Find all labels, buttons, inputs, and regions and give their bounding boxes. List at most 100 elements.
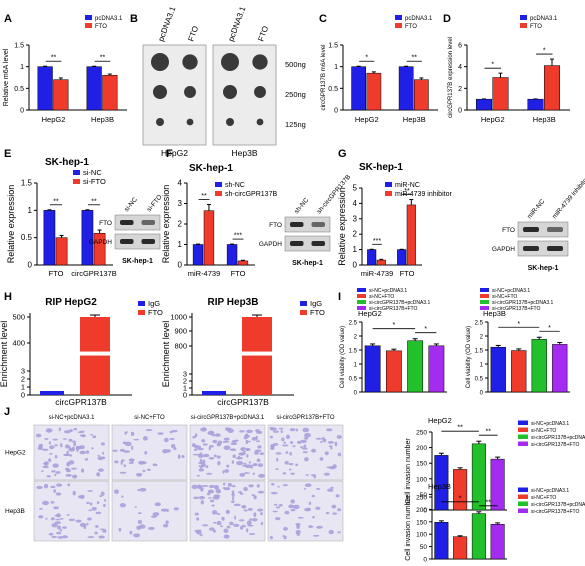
stained-cell [223,445,231,451]
stained-cell [146,468,151,471]
y-tick-label: 3 [178,199,183,208]
stained-cell [166,508,169,513]
stained-cell [253,512,257,517]
stained-cell [41,470,44,473]
wb-row-label: GAPDH [259,241,282,248]
stained-cell [257,445,262,449]
bar-si-circGPR137B+FTO [490,524,505,560]
stained-cell [194,512,199,516]
stained-cell [223,528,229,534]
stained-cell [199,534,203,537]
y-tick-label: 1.5 [14,43,24,50]
stained-cell [42,500,50,506]
x-tick-label: HepG2 [481,115,505,124]
stained-cell [337,508,342,512]
stained-cell [319,457,324,461]
wb-row-label: FTO [269,222,282,229]
stained-cell [315,487,321,490]
stained-cell [59,528,62,532]
stained-cell [48,458,52,463]
stained-cell [252,464,257,467]
y-tick-label: 0 [354,391,358,397]
stained-cell [275,452,282,455]
stained-cell [290,472,295,475]
bar-si-circGPR137B+pcDNA3.1 [531,339,547,393]
legend-swatch [518,494,528,499]
stained-cell [278,504,283,507]
stained-cell [327,441,335,444]
stained-cell [324,451,329,456]
stained-cell [304,436,309,440]
stained-cell [68,460,75,465]
wb-row-label: GAPDH [89,239,112,246]
x-tick-label: circGPR137B [71,269,116,278]
stained-cell [297,516,304,519]
blot-cell-label: HepG2 [161,148,188,158]
stained-cell [177,454,181,459]
stained-cell [209,499,215,503]
stained-cell [194,448,198,451]
legend-swatch [518,434,528,439]
y-tick-label: 100 [416,532,427,539]
stained-cell [283,526,288,531]
stained-cell [257,463,264,468]
stained-cell [246,429,253,434]
stained-cell [142,469,146,473]
stained-cell [248,461,252,464]
bar-sh-NC-FTO [226,244,238,266]
y-tick-label: 200 [416,445,427,452]
y-axis-label: Cell invasion number [405,495,412,561]
legend-label: si-circGPR137B+FTO [492,306,541,312]
legend-label: pcDNA3.1 [530,16,558,22]
stained-cell [129,530,133,535]
sig-mark: ** [51,55,57,62]
blot-lane-label: FTO [256,25,270,43]
bar-pcDNA3.1-HepG2 [37,66,53,111]
stained-cell [231,492,235,497]
stained-cell [305,474,310,476]
y-axis-label: Relative expression [337,187,347,266]
stained-cell [50,500,55,504]
y-tick-label: 0 [423,508,427,515]
stained-cell [327,488,334,492]
y-tick-label: 1 [21,383,25,392]
y-tick-label: 0 [21,391,25,400]
legend-swatch-FTO [395,23,402,28]
stained-cell [256,484,260,488]
y-tick-label: 3 [183,370,187,379]
stained-cell [51,470,56,473]
stained-cell [308,501,312,505]
stained-cell [72,440,76,443]
chart-title: SK-hep-1 [189,163,233,174]
image-row-label: Hep3B [5,508,25,515]
stained-cell [54,444,58,447]
stained-cell [59,517,64,520]
stained-cell [202,443,208,446]
bar-si-NC+FTO [453,469,468,511]
stained-cell [209,430,214,434]
sig-mark: * [543,48,546,55]
stained-cell [38,443,43,449]
stained-cell [223,534,230,539]
stained-cell [285,451,289,454]
stained-cell [290,440,294,445]
stained-cell [288,462,294,466]
y-tick-label: 0.5 [328,86,338,93]
stained-cell [292,445,296,448]
stained-cell [84,457,89,461]
stained-cell [312,515,315,519]
bar-si-NC+pcDNA3.1 [364,345,381,393]
stained-cell [292,504,300,510]
bar-FTO-Hep3B [414,79,429,111]
stained-cell [304,487,307,490]
stained-cell [66,513,70,516]
stained-cell [95,511,102,515]
stained-cell [226,464,230,468]
stained-cell [255,440,261,443]
x-tick-label: Hep3B [403,115,426,124]
stained-cell [316,525,323,529]
stained-cell [222,440,230,443]
stained-cell [63,430,71,434]
stained-cell [208,456,215,460]
